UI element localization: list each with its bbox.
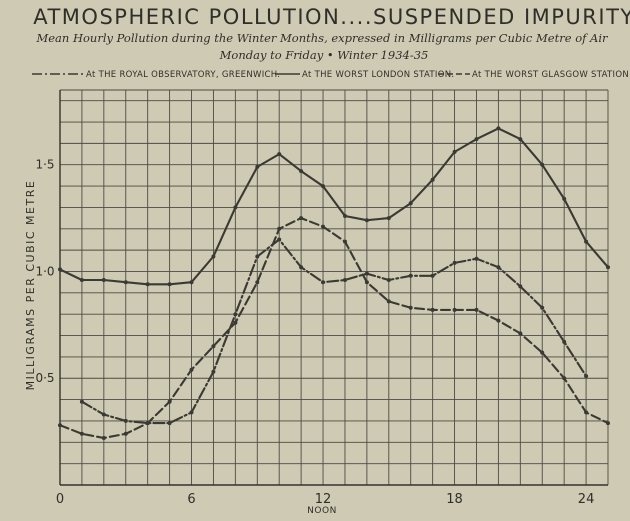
data-point-worst-london bbox=[606, 265, 610, 270]
data-point-worst-glasgow bbox=[101, 436, 106, 440]
legend-label-glasgow: At THE WORST GLASGOW STATION bbox=[472, 70, 629, 80]
data-point-greenwich bbox=[474, 256, 479, 261]
data-point-worst-london bbox=[211, 254, 216, 259]
data-point-greenwich bbox=[518, 284, 523, 289]
data-point-worst-london bbox=[518, 137, 523, 142]
data-point-worst-london bbox=[123, 280, 128, 285]
data-point-worst-glasgow bbox=[189, 367, 194, 372]
data-point-worst-london bbox=[145, 282, 150, 287]
data-point-worst-glasgow bbox=[277, 226, 282, 231]
legend-label-greenwich: At THE ROYAL OBSERVATORY, GREENWICH. bbox=[86, 70, 280, 80]
data-point-greenwich bbox=[430, 273, 435, 278]
chart-subtitle: Mean Hourly Pollution during the Winter … bbox=[35, 31, 609, 45]
data-point-worst-london bbox=[540, 162, 545, 167]
data-point-worst-glasgow bbox=[496, 318, 501, 323]
data-point-worst-london bbox=[189, 280, 194, 285]
data-point-worst-glasgow bbox=[211, 344, 216, 349]
data-point-worst-glasgow bbox=[343, 239, 347, 244]
data-point-worst-glasgow bbox=[79, 431, 84, 436]
data-point-worst-london bbox=[408, 201, 413, 206]
data-point-worst-london bbox=[364, 218, 369, 223]
x-axis-label: NOON bbox=[307, 506, 337, 516]
data-point-worst-glasgow bbox=[518, 331, 523, 336]
series-layer bbox=[58, 126, 610, 440]
data-point-greenwich bbox=[299, 265, 304, 270]
data-point-greenwich bbox=[364, 271, 369, 276]
data-point-worst-london bbox=[321, 184, 325, 189]
data-point-greenwich bbox=[343, 278, 347, 282]
data-point-greenwich bbox=[496, 265, 501, 270]
chart-subtitle-period: Monday to Friday • Winter 1934-35 bbox=[219, 48, 429, 62]
data-point-worst-london bbox=[430, 177, 435, 182]
data-point-greenwich bbox=[584, 374, 589, 379]
data-point-worst-london bbox=[562, 196, 567, 201]
data-point-worst-london bbox=[277, 152, 282, 157]
tick-labels: 0 6 12 18 24 0·5 1·0 1·5 bbox=[35, 158, 594, 507]
y-tick-label: 0·5 bbox=[35, 371, 54, 385]
x-tick-label: 24 bbox=[578, 492, 595, 507]
data-point-worst-glasgow bbox=[430, 307, 435, 312]
x-tick-label: 12 bbox=[315, 492, 332, 507]
data-point-worst-london bbox=[386, 216, 391, 221]
legend: At THE ROYAL OBSERVATORY, GREENWICH. At … bbox=[32, 70, 629, 80]
data-point-greenwich bbox=[386, 278, 391, 282]
data-point-worst-glasgow bbox=[386, 299, 391, 304]
data-point-worst-london bbox=[343, 214, 347, 218]
data-point-worst-glasgow bbox=[408, 305, 413, 310]
data-point-worst-london bbox=[79, 278, 84, 282]
data-point-worst-london bbox=[101, 278, 106, 282]
x-tick-label: 6 bbox=[187, 492, 195, 507]
data-point-greenwich bbox=[167, 421, 172, 426]
data-point-greenwich bbox=[233, 312, 238, 317]
data-point-greenwich bbox=[452, 260, 457, 265]
data-point-worst-glasgow bbox=[606, 421, 610, 426]
chart-title: ATMOSPHERIC POLLUTION....SUSPENDED IMPUR… bbox=[33, 5, 630, 29]
series-line-worst-glasgow bbox=[58, 217, 610, 440]
y-axis-label: MILLIGRAMS PER CUBIC METRE bbox=[24, 180, 37, 391]
data-point-greenwich bbox=[277, 237, 282, 242]
data-point-worst-glasgow bbox=[540, 350, 545, 355]
data-point-greenwich bbox=[189, 410, 194, 415]
data-point-worst-london bbox=[233, 205, 238, 210]
data-point-greenwich bbox=[540, 305, 545, 310]
data-point-worst-glasgow bbox=[584, 410, 589, 415]
data-point-worst-glasgow bbox=[364, 280, 369, 285]
data-point-worst-london bbox=[584, 239, 589, 244]
data-point-worst-london bbox=[474, 137, 479, 142]
data-point-worst-london bbox=[299, 169, 304, 174]
data-point-greenwich bbox=[79, 399, 84, 404]
data-point-greenwich bbox=[211, 369, 216, 374]
data-point-worst-glasgow bbox=[562, 376, 567, 381]
data-point-greenwich bbox=[408, 273, 413, 278]
data-point-greenwich bbox=[101, 412, 106, 417]
data-point-greenwich bbox=[145, 421, 150, 426]
data-point-worst-glasgow bbox=[299, 216, 304, 221]
x-tick-label: 0 bbox=[56, 492, 64, 507]
data-point-greenwich bbox=[123, 418, 128, 423]
data-point-worst-glasgow bbox=[233, 320, 238, 325]
data-point-worst-glasgow bbox=[167, 399, 172, 404]
data-point-worst-glasgow bbox=[255, 280, 260, 285]
data-point-worst-glasgow bbox=[452, 307, 457, 312]
y-tick-label: 1·5 bbox=[35, 158, 54, 172]
data-point-worst-glasgow bbox=[58, 423, 62, 428]
data-point-worst-london bbox=[496, 126, 501, 131]
y-tick-label: 1·0 bbox=[35, 264, 54, 278]
data-point-worst-glasgow bbox=[321, 224, 325, 229]
data-point-worst-london bbox=[452, 149, 457, 154]
data-point-worst-glasgow bbox=[474, 307, 479, 312]
data-point-worst-london bbox=[58, 267, 62, 272]
data-point-greenwich bbox=[321, 280, 325, 285]
data-point-worst-london bbox=[167, 282, 172, 287]
data-point-worst-london bbox=[255, 164, 260, 169]
data-point-greenwich bbox=[255, 254, 260, 259]
series-line-worst-london bbox=[58, 127, 610, 286]
legend-label-london: At THE WORST LONDON STATION. bbox=[302, 70, 454, 80]
x-tick-label: 18 bbox=[446, 492, 463, 507]
data-point-greenwich bbox=[562, 339, 567, 344]
data-point-worst-glasgow bbox=[123, 431, 128, 436]
series-line-greenwich bbox=[80, 238, 588, 425]
